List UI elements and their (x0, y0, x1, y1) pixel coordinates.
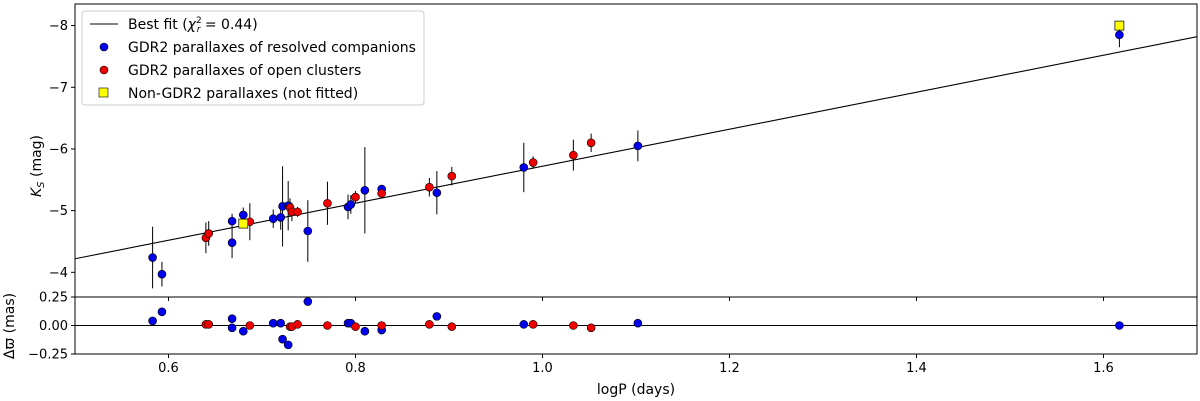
companion-point (227, 216, 237, 226)
companion-residual-point (283, 340, 293, 350)
x-tick-label: 0.6 (158, 361, 179, 376)
companion-residual-point (1115, 321, 1124, 330)
cluster-residual-point (586, 323, 596, 333)
companion-point (633, 141, 643, 151)
cluster-residual-point (323, 321, 332, 330)
companion-residual-point (148, 316, 157, 326)
cluster-residual-point (569, 321, 578, 330)
companion-point (346, 200, 356, 209)
companion-point (360, 185, 370, 195)
companion-residual-point (519, 320, 529, 329)
companion-residual-point (276, 318, 286, 328)
top-y-ticks: −4 −5 −6 −7 −8 (49, 19, 75, 281)
legend-box (81, 10, 425, 106)
cluster-point (351, 192, 360, 202)
cluster-point (323, 198, 332, 208)
cluster-residual-point (204, 320, 214, 329)
y-tick-label: −0.25 (28, 348, 68, 363)
companion-point (227, 238, 237, 248)
nongdr2-point (238, 218, 249, 229)
y-tick-label: 0.25 (39, 291, 68, 306)
legend-clusters-marker (99, 65, 109, 75)
bottom-points (148, 297, 1124, 350)
x-tick-label: 0.8 (345, 361, 366, 376)
legend-nongdr2-marker (98, 87, 109, 98)
companion-point (303, 226, 313, 236)
legend: Best fit (χ2 r = 0.44) GDR2 parallaxes of… (81, 10, 425, 106)
x-axis-ticks: 0.6 0.8 1.0 1.2 1.4 1.6 (158, 297, 1114, 376)
x-axis-label: logP (days) (597, 382, 675, 398)
cluster-point (425, 182, 434, 192)
cluster-residual-point (377, 321, 386, 330)
y-tick-label: −6 (49, 142, 68, 157)
top-panel: −4 −5 −6 −7 −8 KS (mag) (29, 3, 1198, 298)
cluster-residual-point (245, 321, 255, 330)
companion-residual-point (360, 326, 370, 336)
companion-residual-point (432, 312, 442, 321)
companion-point (432, 188, 442, 198)
cluster-residual-point (528, 320, 538, 329)
cluster-residual-point (293, 320, 302, 329)
companion-residual-point (268, 318, 278, 328)
cluster-point (293, 207, 302, 217)
legend-fit-label: Best fit (χ2 r = 0.44) (128, 16, 258, 35)
legend-companions-marker (99, 42, 109, 52)
x-tick-label: 1.6 (1093, 361, 1114, 376)
companion-residual-point (227, 323, 237, 333)
companion-point (276, 213, 286, 222)
cluster-point (377, 189, 386, 198)
y-tick-label: −8 (49, 19, 68, 34)
cluster-point (569, 150, 578, 160)
companion-point (157, 269, 167, 279)
companion-residual-point (278, 334, 287, 344)
y-tick-label: 0.00 (39, 319, 68, 334)
companion-point (519, 163, 529, 172)
companion-residual-point (303, 297, 313, 306)
cluster-point (447, 171, 457, 181)
companion-point (1115, 30, 1124, 40)
legend-companions-label: GDR2 parallaxes of resolved companions (128, 40, 416, 56)
companion-residual-point (157, 307, 167, 317)
bottom-panel: −0.25 0.00 0.25 Δϖ (mas) (2, 291, 1198, 363)
companion-residual-point (633, 318, 643, 328)
top-points (148, 20, 1125, 279)
x-tick-label: 1.0 (532, 361, 553, 376)
bottom-y-ticks: −0.25 0.00 0.25 (28, 291, 75, 363)
cluster-residual-point (351, 322, 360, 331)
cluster-residual-point (447, 322, 457, 331)
x-tick-label: 1.2 (719, 361, 740, 376)
legend-nongdr2-label: Non-GDR2 parallaxes (not fitted) (128, 86, 358, 102)
legend-clusters-label: GDR2 parallaxes of open clusters (128, 63, 361, 79)
y-tick-label: −5 (49, 204, 68, 219)
companion-point (239, 210, 248, 220)
companion-residual-point (239, 326, 248, 336)
cluster-point (586, 138, 596, 148)
cluster-point (528, 158, 538, 167)
bottom-ylabel: Δϖ (mas) (2, 293, 18, 359)
cluster-residual-point (425, 320, 434, 329)
x-tick-label: 1.4 (906, 361, 927, 376)
nongdr2-point (1114, 20, 1125, 31)
cluster-point (204, 229, 214, 238)
companion-point (268, 214, 278, 223)
companion-residual-point (227, 314, 237, 323)
y-tick-label: −7 (49, 81, 68, 96)
y-tick-label: −4 (49, 266, 68, 281)
companion-point (148, 253, 157, 262)
top-ylabel: KS (mag) (29, 135, 47, 197)
